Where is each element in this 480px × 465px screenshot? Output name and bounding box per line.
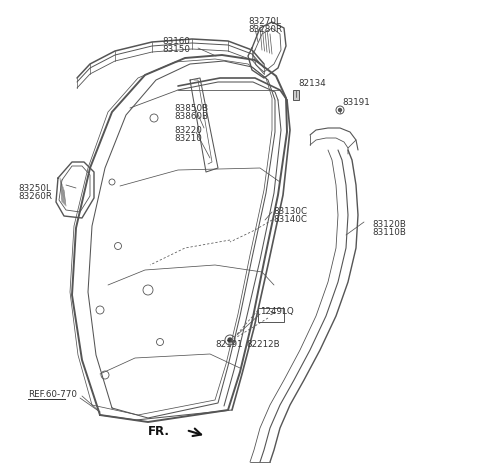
Bar — [258, 308, 284, 322]
Text: 83150: 83150 — [162, 45, 190, 54]
Text: 83250L: 83250L — [18, 184, 51, 193]
Text: 82191: 82191 — [215, 340, 242, 349]
Text: 83860B: 83860B — [174, 112, 208, 121]
Text: 83130C: 83130C — [273, 207, 307, 216]
Text: 83191: 83191 — [342, 98, 370, 107]
Text: 83160: 83160 — [162, 37, 190, 46]
Circle shape — [228, 338, 232, 342]
Text: 83850B: 83850B — [174, 104, 208, 113]
Text: 83280R: 83280R — [248, 25, 282, 34]
Bar — [293, 90, 299, 100]
Text: 83120B: 83120B — [372, 220, 406, 229]
Text: 1249LQ: 1249LQ — [260, 307, 294, 316]
Text: 83270L: 83270L — [248, 17, 281, 26]
Text: 82212B: 82212B — [246, 340, 280, 349]
Text: 82134: 82134 — [298, 79, 326, 88]
Text: FR.: FR. — [148, 425, 170, 438]
Text: 83210: 83210 — [174, 134, 202, 143]
Text: 83110B: 83110B — [372, 228, 406, 237]
Text: REF.60-770: REF.60-770 — [28, 390, 77, 399]
Text: 83220: 83220 — [174, 126, 202, 135]
Text: 83260R: 83260R — [18, 192, 52, 201]
Text: 83140C: 83140C — [273, 215, 307, 224]
Circle shape — [338, 108, 341, 112]
